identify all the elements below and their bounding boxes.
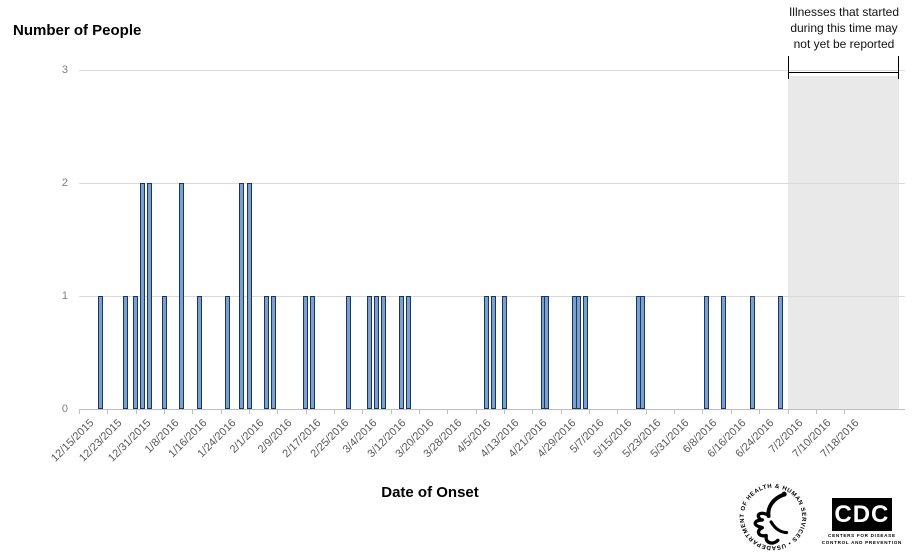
x-axis-tick [419, 410, 421, 414]
case-bar [583, 296, 589, 409]
x-axis-tick [730, 410, 732, 414]
shaded-region-annotation: Illnesses that started during this time … [779, 5, 909, 52]
case-bar [310, 296, 316, 409]
x-axis-tick [504, 410, 506, 414]
x-axis-tick [645, 410, 647, 414]
case-bar [483, 296, 489, 409]
x-axis-tick [79, 410, 80, 414]
cdc-logo: CDC CENTERS FOR DISEASE CONTROL AND PREV… [822, 498, 902, 547]
case-bar [133, 296, 139, 409]
x-axis-tick [135, 410, 137, 414]
y-axis-tick-label: 2 [61, 177, 68, 189]
y-axis-tick-label: 0 [61, 403, 68, 415]
bracket-end-right [898, 56, 899, 79]
case-bar [639, 296, 645, 409]
x-axis-tick [334, 410, 336, 414]
case-bar [303, 296, 309, 409]
x-axis-tick [532, 410, 534, 414]
case-bar [140, 183, 146, 409]
case-bar [703, 296, 709, 409]
x-axis-tick [617, 410, 619, 414]
bracket-line [787, 72, 898, 73]
case-bar [721, 296, 727, 409]
x-axis-tick [305, 410, 307, 414]
cdc-logo-subtext: CENTERS FOR DISEASE CONTROL AND PREVENTI… [821, 533, 902, 545]
case-bar [501, 296, 507, 409]
x-axis-tick [560, 410, 562, 414]
case-bar [777, 296, 783, 409]
case-bar [196, 296, 202, 409]
x-axis-tick [589, 410, 591, 414]
x-axis-line [79, 409, 905, 410]
x-axis-tick [815, 410, 817, 414]
x-axis-tick [362, 410, 364, 414]
shaded-not-yet-reported-region [787, 76, 899, 409]
x-axis-title: Date of Onset [381, 484, 479, 501]
case-bar [490, 296, 496, 409]
x-axis-tick [787, 410, 789, 414]
y-axis-tick-label: 3 [61, 64, 68, 76]
x-axis-tick [759, 410, 761, 414]
case-bar [405, 296, 411, 409]
case-bar [161, 296, 167, 409]
case-bar [239, 183, 245, 409]
x-axis-tick [164, 410, 166, 414]
x-axis-tick [447, 410, 449, 414]
x-axis-tick [475, 410, 477, 414]
x-axis-tick [107, 410, 109, 414]
x-axis-tick [674, 410, 676, 414]
x-axis-tick [277, 410, 279, 414]
hhs-logo: DEPARTMENT OF HEALTH & HUMAN SERVICES • … [740, 484, 806, 550]
hhs-eagle-icon [753, 491, 788, 545]
case-bar [179, 183, 185, 409]
case-bar [264, 296, 270, 409]
case-bar [749, 296, 755, 409]
x-axis-tick [702, 410, 704, 414]
case-bar [147, 183, 153, 409]
case-bar [398, 296, 404, 409]
y-axis-title: Number of People [13, 22, 142, 39]
y-gridline [79, 183, 905, 184]
annotation-line: Illnesses that started [788, 5, 900, 19]
case-bar [544, 296, 550, 409]
case-bar [225, 296, 231, 409]
y-axis-tick-label: 1 [61, 290, 68, 302]
x-axis-tick [390, 410, 392, 414]
case-bar [246, 183, 252, 409]
bracket-end-left [787, 56, 789, 79]
case-bar [575, 296, 581, 409]
footer-logos: DEPARTMENT OF HEALTH & HUMAN SERVICES • … [738, 482, 902, 552]
case-bar [97, 296, 103, 409]
x-axis-tick [844, 410, 846, 414]
case-bar [366, 296, 372, 409]
y-gridline [79, 70, 905, 71]
cdc-logo-box: CDC [831, 498, 892, 531]
case-bar [374, 296, 380, 409]
x-axis-tick [192, 410, 194, 414]
case-bar [271, 296, 277, 409]
annotation-line: during this time may [790, 20, 898, 35]
x-axis-tick [220, 410, 222, 414]
annotation-line: not yet be reported [793, 36, 895, 51]
case-bar [381, 296, 387, 409]
case-bar [345, 296, 351, 409]
svg-text:DEPARTMENT OF HEALTH & HUMAN S: DEPARTMENT OF HEALTH & HUMAN SERVICES • … [740, 484, 806, 550]
case-bar [122, 296, 128, 409]
x-axis-tick [249, 410, 251, 414]
